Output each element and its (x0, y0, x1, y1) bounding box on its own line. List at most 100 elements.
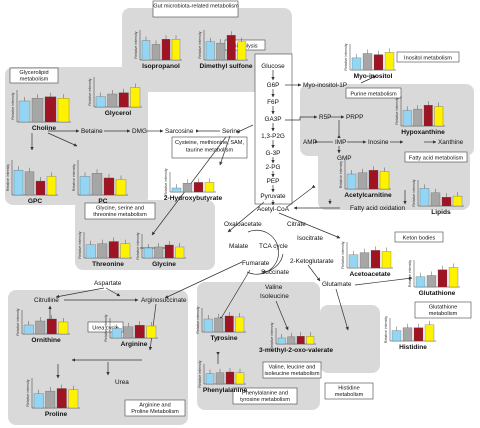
chart-dimethylsulfone-bar-4 (237, 41, 247, 61)
chart-ornithine-bar-3 (46, 318, 57, 335)
chart-dimethylsulfone-bar-1 (205, 41, 215, 61)
chart-acetylcarnitine-label: Acetylcarnitine (344, 192, 392, 199)
glycerolipid-title-box: Glycerolipid metabolism (9, 67, 59, 84)
phe-title-line2: tyrosine metabolism (240, 397, 290, 403)
chart-ornithine-bar-4 (58, 321, 69, 335)
chart-choline-bar-3 (44, 96, 57, 123)
chart-glycine-bar-4 (175, 246, 185, 259)
cysteine-title-line2: taurine metabolism (186, 148, 234, 154)
node-glutamate: Glutamate (322, 281, 352, 288)
node-f6p: F6P (267, 99, 279, 106)
node-malate: Malate (229, 243, 249, 250)
chart-gpc-bar-4 (46, 176, 57, 196)
arginine-title-line2: Proline Metabolism (131, 409, 179, 415)
chart-hypoxanthine-bar-3 (423, 105, 433, 127)
chart-arginine: Relative intensity Arginine (104, 314, 158, 348)
glutathione-title-line2: metabolism (429, 311, 458, 317)
glutathione-title-box: Glutathione metabolism (414, 301, 472, 319)
chart-dimethylsulfone-bar-3 (226, 35, 236, 61)
node-myo-inositol-1p: Myo-inositol-1P (303, 82, 347, 89)
chart-acetoacetate-bar-4 (381, 251, 392, 269)
chart-proline-bar-2 (45, 390, 56, 409)
chart-proline-bar-4 (68, 389, 79, 409)
node-acetyl-coa: Acetyl-CoA (257, 206, 290, 213)
node-isoleucine: Isoleucine (260, 293, 289, 300)
chart-myoinositol: Relative intensity Myo-inositol (344, 43, 396, 80)
node-2-ketoglutarate: 2-Ketoglutarate (290, 258, 334, 265)
chart-glutathione-label: Glutathione (419, 290, 456, 297)
chart-acetoacetate-bar-1 (348, 254, 359, 269)
chart-hydroxybutyrate-bar-1 (171, 187, 182, 193)
chart-glycine-axis-label: Relative intensity (136, 232, 140, 259)
chart-hypoxanthine: Relative intensity Hypoxanthine (395, 96, 445, 136)
chart-glutathione-bar-3 (437, 269, 448, 288)
chart-arginine-bar-2 (123, 326, 134, 339)
chart-pc: Relative intensity PC (72, 160, 128, 205)
node-g3p: G-3P (266, 150, 281, 157)
node-ga3p: GA3P (264, 116, 281, 123)
chart-isopropanol-bar-3 (161, 39, 171, 61)
chart-threonine-bar-2 (97, 243, 108, 259)
chart-threonine-label: Threonine (92, 261, 124, 268)
chart-glutathione: Relative intensity Glutathione (408, 260, 460, 297)
chart-pc-bar-4 (115, 179, 127, 196)
chart-phenylalanine-bar-1 (205, 373, 215, 385)
chart-proline-bar-1 (33, 393, 44, 409)
chart-choline-bar-2 (31, 98, 44, 123)
chart-arginine-bar-1 (111, 328, 122, 339)
chart-gpc-bar-1 (13, 170, 24, 196)
fatty-title: Fatty acid metabolism (409, 156, 464, 162)
chart-hypoxanthine-axis-label: Relative intensity (395, 97, 399, 124)
gut-title-box: Gut microbiota-related metabolism (152, 0, 239, 18)
node-urea: Urea (115, 379, 129, 386)
node-aspartate: Aspartate (94, 280, 122, 287)
chart-dimethylsulfone: Relative intensity Dimethyl sulfone (198, 30, 253, 70)
node-valine: Valine (265, 284, 283, 291)
chart-hypoxanthine-bar-4 (434, 106, 444, 127)
chart-glycerol-label: Glycerol (105, 110, 132, 117)
chart-phenylalanine-label: Phenylalanine (203, 387, 248, 394)
chart-gpc-bar-3 (35, 180, 46, 196)
node-succinate: Succinate (261, 269, 290, 276)
chart-myoinositol-bar-3 (373, 54, 384, 71)
chart-hypoxanthine-bar-1 (402, 110, 412, 127)
node-sarcosine: Sarcosine (165, 128, 194, 135)
chart-tyrosine: Relative intensity Tyrosine (196, 306, 246, 342)
chart-isopropanol: Relative intensity Isopropanol (134, 30, 182, 70)
urea-title: Urea cycle (92, 326, 118, 332)
chart-glycerol-bar-1 (95, 96, 106, 108)
chart-hydroxybutyrate-axis-label: Relative intensity (164, 168, 168, 195)
chart-proline-axis-label: Relative intensity (26, 379, 30, 406)
chart-proline: Relative intensity Proline (26, 378, 80, 418)
node-r5p: R5P (319, 114, 331, 121)
chart-glycine-bar-2 (154, 246, 164, 259)
purine-title: Purine metabolism (350, 92, 397, 98)
node-bpg: 1,3-P2G (261, 133, 285, 140)
valine-title-line1: Valine, leucine and (269, 365, 316, 371)
chart-threonine-axis-label: Relative intensity (78, 231, 82, 258)
histidine-title-line2: metabolism (335, 392, 364, 398)
chart-acetoacetate-bar-2 (359, 252, 370, 269)
inositol-title: Inositol metabolism (404, 56, 452, 62)
chart-pc-bar-2 (91, 173, 103, 196)
node-pyruvate: Pyruvate (260, 193, 286, 200)
chart-tyrosine-bar-3 (224, 315, 234, 333)
node-gmp: GMP (337, 155, 352, 162)
chart-myoinositol-bar-2 (362, 53, 373, 71)
chart-ornithine-axis-label: Relative intensity (16, 308, 20, 335)
glutathione-title-line1: Glutathione (429, 305, 458, 311)
node-dmg: DMG (132, 128, 147, 135)
chart-methyloxovalerate-bar-1 (277, 337, 286, 345)
chart-ornithine-bar-1 (23, 324, 34, 335)
chart-phenylalanine-bar-3 (225, 371, 235, 385)
keton-title-box: Keton bodies (394, 231, 444, 243)
histidine-title-line1: Histidine (338, 386, 359, 392)
chart-proline-label: Proline (45, 411, 68, 418)
chart-hydroxybutyrate-label: 2-Hydroxybutyrate (164, 195, 223, 202)
chart-phenylalanine-bar-4 (235, 372, 245, 385)
chart-ornithine: Relative intensity Ornithine (16, 308, 70, 344)
chart-lipids-label: Lipids (431, 209, 451, 216)
